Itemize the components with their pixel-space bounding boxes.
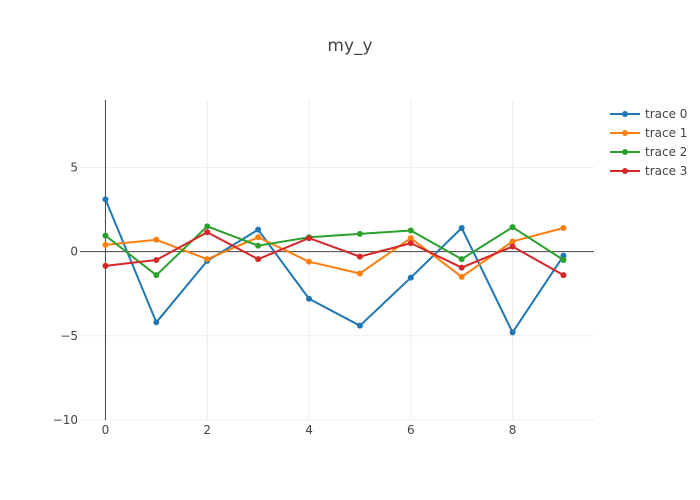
data-point[interactable] [204, 229, 211, 236]
x-tick-label: 8 [509, 423, 517, 437]
x-tick-label: 2 [203, 423, 211, 437]
y-tick-label: 0 [70, 245, 78, 259]
data-point[interactable] [306, 295, 313, 302]
legend-label: trace 3 [645, 164, 687, 178]
x-tick-label: 0 [102, 423, 110, 437]
x-tick-label: 6 [407, 423, 415, 437]
data-point[interactable] [255, 234, 262, 241]
chart-title: my_y [327, 36, 372, 56]
tick-labels: 0 2 4 6 8 −10 −5 0 5 [53, 160, 517, 437]
data-point[interactable] [407, 235, 414, 242]
data-point[interactable] [102, 196, 109, 203]
legend-swatch-marker [622, 168, 628, 174]
data-point[interactable] [458, 225, 465, 231]
series-trace-3 [102, 229, 567, 279]
data-point[interactable] [560, 252, 567, 259]
data-point[interactable] [153, 236, 160, 243]
series [102, 196, 567, 336]
data-point[interactable] [153, 257, 160, 263]
legend-item[interactable]: trace 0 [610, 107, 687, 121]
data-point[interactable] [255, 226, 262, 233]
legend-item[interactable]: trace 1 [610, 126, 687, 140]
data-point[interactable] [407, 240, 414, 247]
data-point[interactable] [306, 258, 313, 265]
data-point[interactable] [153, 319, 160, 326]
data-point[interactable] [356, 270, 363, 277]
legend-label: trace 0 [645, 107, 687, 121]
data-point[interactable] [509, 329, 516, 336]
legend[interactable]: trace 0 trace 1 trace 2 trace 3 [610, 107, 687, 178]
data-point[interactable] [255, 242, 262, 249]
series-line [104, 225, 565, 277]
legend-swatch-marker [622, 130, 628, 136]
data-point[interactable] [204, 256, 211, 263]
y-tick-label: 5 [70, 160, 78, 174]
data-point[interactable] [356, 230, 363, 237]
data-point[interactable] [356, 322, 363, 329]
data-point[interactable] [102, 232, 109, 239]
data-point[interactable] [153, 272, 160, 279]
legend-swatch-marker [622, 111, 628, 117]
data-point[interactable] [204, 223, 211, 230]
data-point[interactable] [509, 238, 516, 245]
series-line [105, 231, 564, 277]
data-point[interactable] [102, 262, 109, 269]
data-point[interactable] [356, 253, 363, 260]
axes [80, 100, 594, 420]
legend-label: trace 1 [645, 126, 687, 140]
data-point[interactable] [560, 257, 567, 263]
data-point[interactable] [458, 273, 465, 280]
x-tick-label: 4 [305, 423, 313, 437]
series-line [104, 198, 565, 334]
legend-item[interactable]: trace 3 [610, 164, 687, 178]
data-point[interactable] [458, 256, 465, 263]
data-point[interactable] [255, 256, 262, 263]
data-point[interactable] [407, 274, 414, 281]
data-point[interactable] [458, 264, 465, 271]
data-point[interactable] [509, 243, 516, 250]
data-point[interactable] [407, 227, 414, 234]
legend-item[interactable]: trace 2 [610, 145, 687, 159]
data-point[interactable] [560, 272, 567, 279]
legend-label: trace 2 [645, 145, 687, 159]
data-point[interactable] [102, 241, 109, 248]
y-tick-label: −10 [53, 413, 78, 427]
data-point[interactable] [306, 235, 313, 242]
legend-swatch-marker [622, 149, 628, 155]
data-point[interactable] [509, 224, 516, 231]
data-point[interactable] [560, 225, 567, 231]
y-tick-label: −5 [60, 329, 78, 343]
